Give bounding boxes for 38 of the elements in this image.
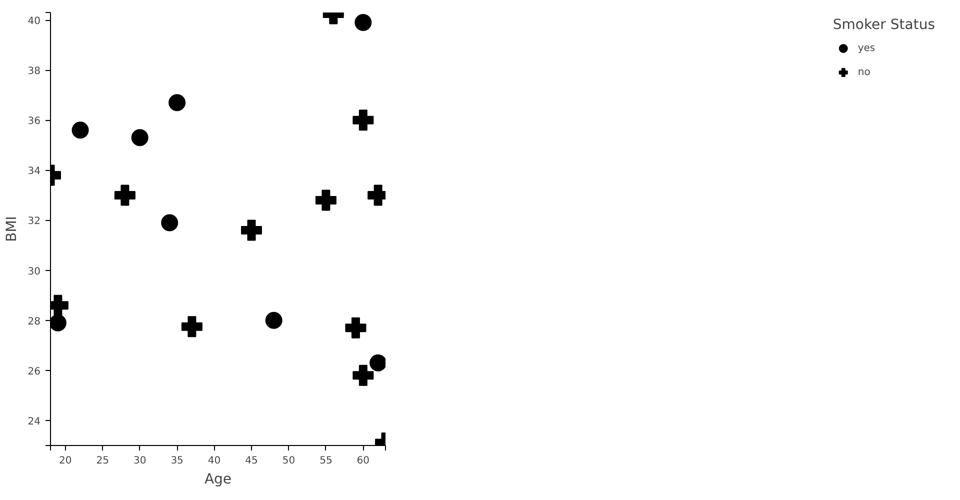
x-tick-label: 40 [208,456,221,466]
y-tick-label: 40 [28,16,41,28]
y-tick-label: 38 [28,66,41,78]
x-axis-title: Age [204,472,232,488]
point [241,220,262,241]
x-tick-label: 45 [245,456,258,466]
point [354,14,372,31]
point [352,364,374,386]
point [181,316,202,338]
point [265,312,282,329]
legend-label: no [858,66,872,78]
point [50,314,66,332]
legend-title: Smoker Status [832,17,935,33]
point [352,110,374,131]
x-tick-label: 60 [356,456,370,466]
y-tick-label: 32 [28,216,41,228]
y-axis-title: BMI [4,216,20,242]
point [114,184,136,206]
point [168,94,186,112]
legend-label: yes [858,42,876,54]
point [131,129,148,146]
y-tick-label: 28 [28,316,41,328]
point [315,190,336,211]
point [370,354,386,372]
y-tick-label: 34 [28,166,41,178]
point [161,214,178,232]
y-tick-label: 30 [28,266,41,278]
point [345,317,366,338]
x-tick-label: 30 [133,456,146,466]
x-tick-label: 35 [170,456,184,466]
y-tick-label: 26 [28,366,41,378]
x-tick-label: 20 [59,456,72,466]
y-tick-label: 36 [28,116,41,128]
x-tick-label: 25 [96,456,109,466]
x-tick-label: 55 [320,456,332,466]
y-tick-label: 24 [28,416,41,428]
x-tick-label: 50 [282,456,296,466]
point [72,122,89,139]
